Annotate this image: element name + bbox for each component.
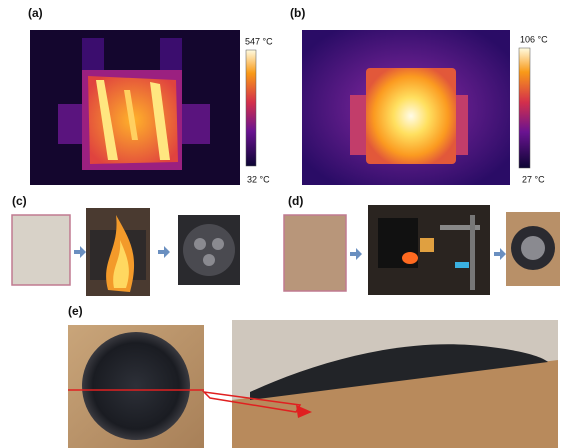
figure: (a) 547 °C 32 °C (b) 106 °C 27 °C (c) xyxy=(0,0,568,448)
colorbar-min: 27 °C xyxy=(522,174,545,184)
thermal-image-b xyxy=(302,30,510,185)
colorbar xyxy=(519,48,530,168)
colorbar-max: 547 °C xyxy=(245,36,273,46)
photo-row-c xyxy=(12,208,240,296)
photo-row-e xyxy=(68,320,558,448)
panel-label: (e) xyxy=(68,304,83,318)
colorbar-max: 106 °C xyxy=(520,34,548,44)
colorbar xyxy=(246,50,256,166)
thermal-image-a xyxy=(30,30,240,185)
colorbar-min: 32 °C xyxy=(247,174,270,184)
panel-label: (d) xyxy=(288,194,303,208)
panel-label: (b) xyxy=(290,6,305,20)
panel-label: (c) xyxy=(12,194,27,208)
panel-label: (a) xyxy=(28,6,43,20)
photo-row-d xyxy=(284,205,560,295)
